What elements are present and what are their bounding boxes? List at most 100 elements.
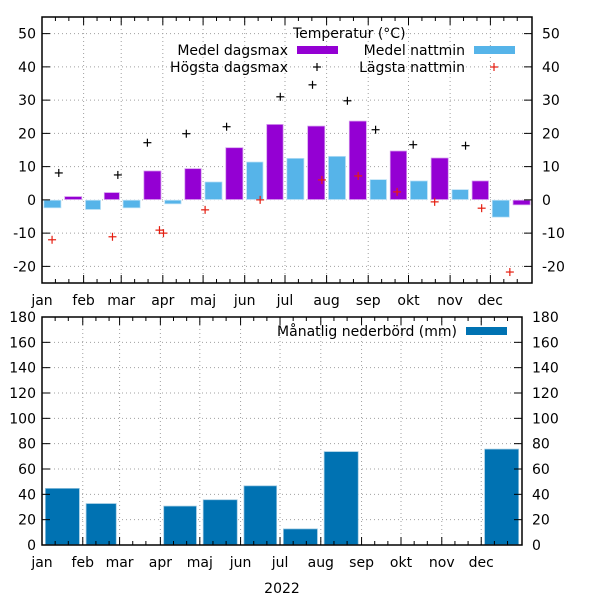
bar-medel-nattmin-okt	[409, 179, 429, 201]
x-tick-label-jan: jan	[30, 293, 52, 309]
precipitation-y-ticks-right: 0 20 40 60 80 100 120 140 160 180	[514, 310, 559, 554]
y-tick-label-right: 50	[542, 27, 560, 43]
legend-marker-hogsta-dagsmax	[313, 63, 321, 71]
point-lägsta-nattmin-jul	[317, 175, 326, 184]
bar-månatlig-nederbörd-mm--jun	[242, 484, 278, 546]
point-högsta-dagsmax-maj	[222, 122, 231, 131]
bar-månatlig-nederbörd-mm--aug	[323, 450, 360, 546]
x-tick-label-mar: mar	[107, 293, 135, 309]
y-tick-label-right: 20	[542, 126, 560, 142]
bar-medel-nattmin-feb	[84, 199, 102, 211]
point-lägsta-nattmin-jan	[48, 235, 57, 244]
plot-frame	[41, 16, 533, 284]
bar-medel-dagsmax-dec	[511, 199, 532, 206]
y-tick-label-left: 20	[18, 513, 36, 529]
bar-medel-dagsmax-apr	[183, 167, 203, 201]
legend-title: Temperatur (°C)	[292, 26, 406, 42]
legend-swatch-nederbord	[466, 327, 507, 335]
y-tick-label-left: -20	[13, 259, 36, 275]
temperature-bars	[42, 119, 532, 219]
y-tick-label-right: 0	[532, 538, 541, 554]
x-tick-label-okt: okt	[390, 555, 413, 571]
bar-medel-nattmin-jul	[285, 157, 306, 201]
y-tick-label-left: 140	[9, 361, 36, 377]
y-tick-label-right: 40	[542, 60, 560, 76]
bar-medel-dagsmax-jun	[265, 123, 285, 201]
x-tick-label-maj: maj	[187, 555, 213, 571]
bar-medel-nattmin-sep	[368, 178, 388, 201]
bar-medel-nattmin-jun	[245, 160, 265, 201]
point-lägsta-nattmin-mar	[155, 226, 164, 235]
bar-medel-nattmin-jan	[42, 199, 63, 209]
point-högsta-dagsmax-aug	[343, 96, 352, 105]
x-tick-label-jun: jun	[233, 293, 256, 309]
bar-medel-nattmin-nov	[450, 188, 470, 201]
bar-medel-dagsmax-okt	[430, 156, 450, 201]
point-lägsta-nattmin-okt	[430, 197, 439, 206]
precipitation-bars	[44, 447, 520, 546]
bar-medel-dagsmax-feb	[103, 191, 121, 201]
y-tick-label-left: 50	[18, 27, 36, 43]
bar-medel-dagsmax-maj	[224, 146, 244, 201]
bar-medel-nattmin-aug	[327, 155, 347, 201]
bar-medel-dagsmax-nov	[470, 179, 490, 201]
temperature-axes	[41, 16, 533, 284]
x-tick-label-dec: dec	[469, 555, 494, 571]
point-lägsta-nattmin-aug	[354, 171, 363, 180]
point-lägsta-nattmin-feb	[108, 232, 117, 241]
x-tick-label-mar: mar	[106, 555, 134, 571]
temperature-points	[48, 80, 514, 277]
y-tick-label-left: 40	[18, 487, 36, 503]
x-tick-label-feb: feb	[72, 293, 95, 309]
y-tick-label-left: 120	[9, 386, 36, 402]
precipitation-chart: 0 20 40 60 80 100 120 140 160 180 0 20 40 60 80 100 120…	[9, 310, 558, 597]
bar-medel-dagsmax-aug	[348, 119, 368, 201]
x-tick-label-apr: apr	[149, 555, 172, 571]
bar-medel-dagsmax-jan	[63, 195, 83, 201]
y-tick-label-right: 100	[532, 411, 559, 427]
bar-månatlig-nederbörd-mm--dec	[483, 447, 520, 546]
legend-label-medel-nattmin: Medel nattmin	[364, 43, 465, 59]
legend-swatch-medel-dagsmax	[297, 46, 338, 54]
y-tick-label-left: 160	[9, 335, 36, 351]
bar-månatlig-nederbörd-mm--feb	[85, 502, 118, 546]
point-lägsta-nattmin-dec	[505, 268, 514, 277]
point-lägsta-nattmin-jun	[256, 195, 265, 204]
y-tick-label-left: 30	[18, 93, 36, 109]
precipitation-y-ticks-left: 0 20 40 60 80 100 120 140 160 180	[9, 310, 50, 554]
x-tick-label-jul: jul	[271, 555, 289, 571]
y-tick-label-right: 10	[542, 160, 560, 176]
y-tick-label-right: 20	[532, 513, 550, 529]
point-lägsta-nattmin-apr	[159, 229, 168, 238]
temperature-y-ticks-right: -20 -10 0 10 20 30 40 50	[524, 27, 565, 275]
bar-medel-dagsmax-sep	[389, 149, 408, 201]
precipitation-axes	[41, 316, 523, 546]
temperature-chart: -20 -10 0 10 20 30 40 50 -20 -10 0 10 20 30 40 50 jan f…	[13, 16, 565, 309]
y-tick-label-left: 0	[27, 193, 36, 209]
point-högsta-dagsmax-okt	[409, 140, 418, 149]
point-högsta-dagsmax-jan	[54, 168, 63, 177]
plot-frame	[41, 316, 523, 546]
y-tick-label-left: 0	[27, 538, 36, 554]
point-högsta-dagsmax-mar	[143, 138, 152, 147]
bar-medel-dagsmax-mar	[142, 169, 163, 201]
x-tick-label-sep: sep	[356, 293, 381, 309]
y-tick-label-right: 60	[532, 462, 550, 478]
y-tick-label-left: 180	[9, 310, 36, 326]
x-tick-label-maj: maj	[190, 293, 216, 309]
x-tick-label-dec: dec	[478, 293, 503, 309]
y-tick-label-right: -10	[542, 226, 565, 242]
bar-medel-nattmin-apr	[163, 199, 183, 205]
x-tick-label-aug: aug	[308, 555, 334, 571]
x-axis-title: 2022	[264, 581, 300, 597]
y-tick-label-left: 40	[18, 60, 36, 76]
y-tick-label-right: 0	[542, 193, 551, 209]
bar-medel-dagsmax-jul	[306, 124, 326, 201]
precipitation-x-ticks: jan feb mar apr maj jun jul aug sep okt nov dec	[30, 317, 509, 571]
y-tick-label-right: 180	[532, 310, 559, 326]
y-tick-label-right: 30	[542, 93, 560, 109]
y-tick-label-right: 140	[532, 361, 559, 377]
legend-label-hogsta-dagsmax: Högsta dagsmax	[170, 60, 288, 76]
temperature-x-ticks: jan feb mar apr maj jun jul aug sep okt nov dec	[30, 17, 518, 309]
point-lägsta-nattmin-nov	[477, 204, 486, 213]
